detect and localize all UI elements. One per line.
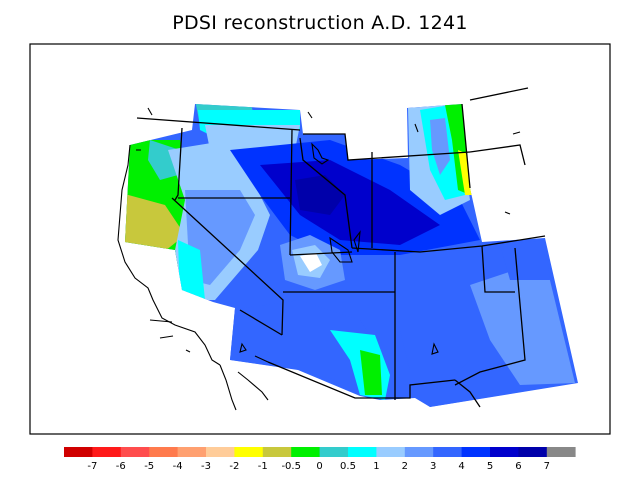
colorbar-swatch [149,447,178,457]
colorbar-tick-label: 0 [316,461,322,472]
pdsi-field [125,104,578,407]
colorbar-tick-label: -5 [144,461,154,472]
colorbar-tick-label: -6 [116,461,126,472]
colorbar-swatch [177,447,207,457]
colorbar-swatch [262,447,292,457]
lakes [147,107,521,355]
map-title: PDSI reconstruction A.D. 1241 [172,12,468,34]
colorbar-tick-label: 5 [487,461,493,472]
colorbar-swatch [319,447,349,457]
colorbar-tick-label: -3 [201,461,211,472]
colorbar-swatch [433,447,462,457]
colorbar-swatch [490,447,519,457]
state-boundaries [136,87,546,408]
colorbar-swatch [92,447,122,457]
colorbar-tick-label: 7 [544,461,550,472]
colorbar-swatch [120,447,150,457]
colorbar-tick-label: -4 [173,461,183,472]
colorbar-tick-label: -1 [258,461,268,472]
colorbar-tick-label: 0.5 [340,461,356,472]
colorbar-swatch [234,447,264,457]
colorbar-tick-label: 6 [515,461,521,472]
colorbar-tick-label: -2 [229,461,239,472]
colorbar-tick-label: -0.5 [281,461,301,472]
coastline [117,144,269,411]
colorbar-swatch [64,447,93,457]
colorbar-swatch [546,447,576,457]
colorbar-swatch [404,447,434,457]
colorbar-tick-label: -7 [87,461,97,472]
colorbar-tick-label: 3 [430,461,436,472]
colorbar-swatch [206,447,235,457]
colorbar-tick-label: 1 [373,461,379,472]
colorbar-swatch [291,447,320,457]
colorbar-tick-label: 4 [458,461,464,472]
colorbar-swatch [518,447,548,457]
colorbar-swatch [376,447,406,457]
colorbar-tick-label: 2 [402,461,408,472]
colorbar-legend [64,447,576,457]
colorbar-swatch [348,447,377,457]
colorbar-swatch [461,447,491,457]
colorbar-labels: -7 -6 -5 -4 -3 -2 -1 -0.5 0 0.5 1 2 3 4 5 6 7 [87,461,550,472]
